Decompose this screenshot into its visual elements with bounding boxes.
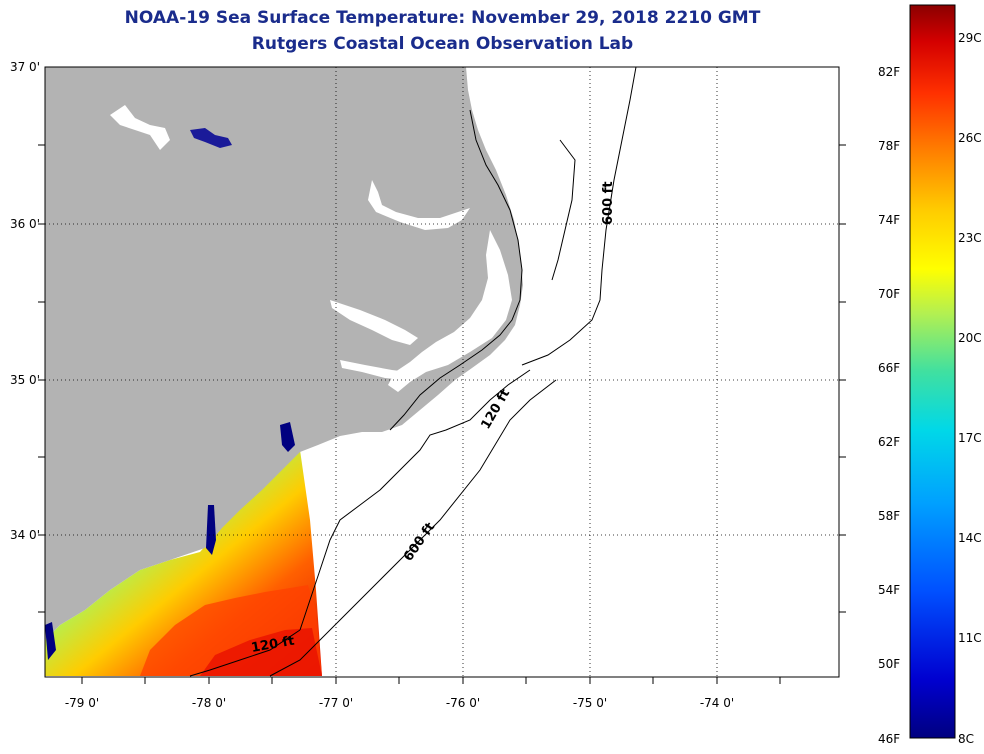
isobath-120-north (299, 369, 531, 631)
isobath-120-south (189, 629, 301, 677)
albemarle-sound (368, 180, 470, 230)
colorbar-f-54: 54F (878, 583, 901, 597)
colorbar-c-14: 14C (958, 531, 982, 545)
lon-label-74: -74 0' (699, 696, 735, 710)
colorbar-f-70: 70F (878, 287, 901, 301)
lat-label-35: 35 0' (9, 373, 40, 387)
lon-label-79: -79 0' (64, 696, 100, 710)
colorbar (909, 4, 956, 739)
isobath-label-120-south: 120 ft (250, 634, 295, 656)
lon-label-77: -77 0' (318, 696, 354, 710)
new-river-inlet (280, 422, 295, 452)
lon-label-78: -78 0' (191, 696, 227, 710)
lon-label-76: -76 0' (445, 696, 481, 710)
colorbar-c-23: 23C (958, 231, 982, 245)
isobath-label-600-south: 600 ft (401, 520, 438, 564)
map-title: NOAA-19 Sea Surface Temperature: Novembe… (124, 8, 761, 28)
colorbar-c-26: 26C (958, 131, 982, 145)
isobaths (189, 66, 637, 677)
colorbar-f-66: 66F (878, 361, 901, 375)
lat-label-37: 37 0' (9, 60, 40, 74)
isobath-600-south (269, 379, 557, 677)
lat-label-36: 36 0' (9, 217, 40, 231)
graticule (45, 67, 839, 677)
colorbar-f-82: 82F (878, 65, 901, 79)
colorbar-f-58: 58F (878, 509, 901, 523)
colorbar-c-8: 8C (958, 732, 975, 746)
lat-label-34: 34 0' (9, 528, 40, 542)
land-mass (45, 67, 523, 640)
colorbar-c-17: 17C (958, 431, 982, 445)
lon-label-75: -75 0' (572, 696, 608, 710)
colorbar-f-78: 78F (878, 139, 901, 153)
colorbar-f-50: 50F (878, 657, 901, 671)
gaston-lake (190, 128, 232, 148)
isobath-label-600-north: 600 ft (601, 181, 616, 225)
neuse-river (330, 300, 418, 345)
colorbar-f-74: 74F (878, 213, 901, 227)
axis-ticks (38, 144, 846, 684)
isobath-label-120-mid: 120 ft (478, 387, 513, 432)
map-subtitle: Rutgers Coastal Ocean Observation Lab (251, 34, 634, 54)
pamlico-river (340, 360, 408, 380)
outer-banks-outline (389, 109, 576, 431)
colorbar-f-46: 46F (878, 732, 901, 746)
colorbar-c-11: 11C (958, 631, 982, 645)
colorbar-f-62: 62F (878, 435, 901, 449)
cape-fear-inlet (206, 505, 216, 555)
kerr-lake (110, 105, 170, 150)
map-frame (44, 66, 840, 678)
isobath-600-north (521, 66, 637, 366)
colorbar-c-29: 29C (958, 31, 982, 45)
colorbar-c-20: 20C (958, 331, 982, 345)
sw-inlet (45, 622, 56, 660)
